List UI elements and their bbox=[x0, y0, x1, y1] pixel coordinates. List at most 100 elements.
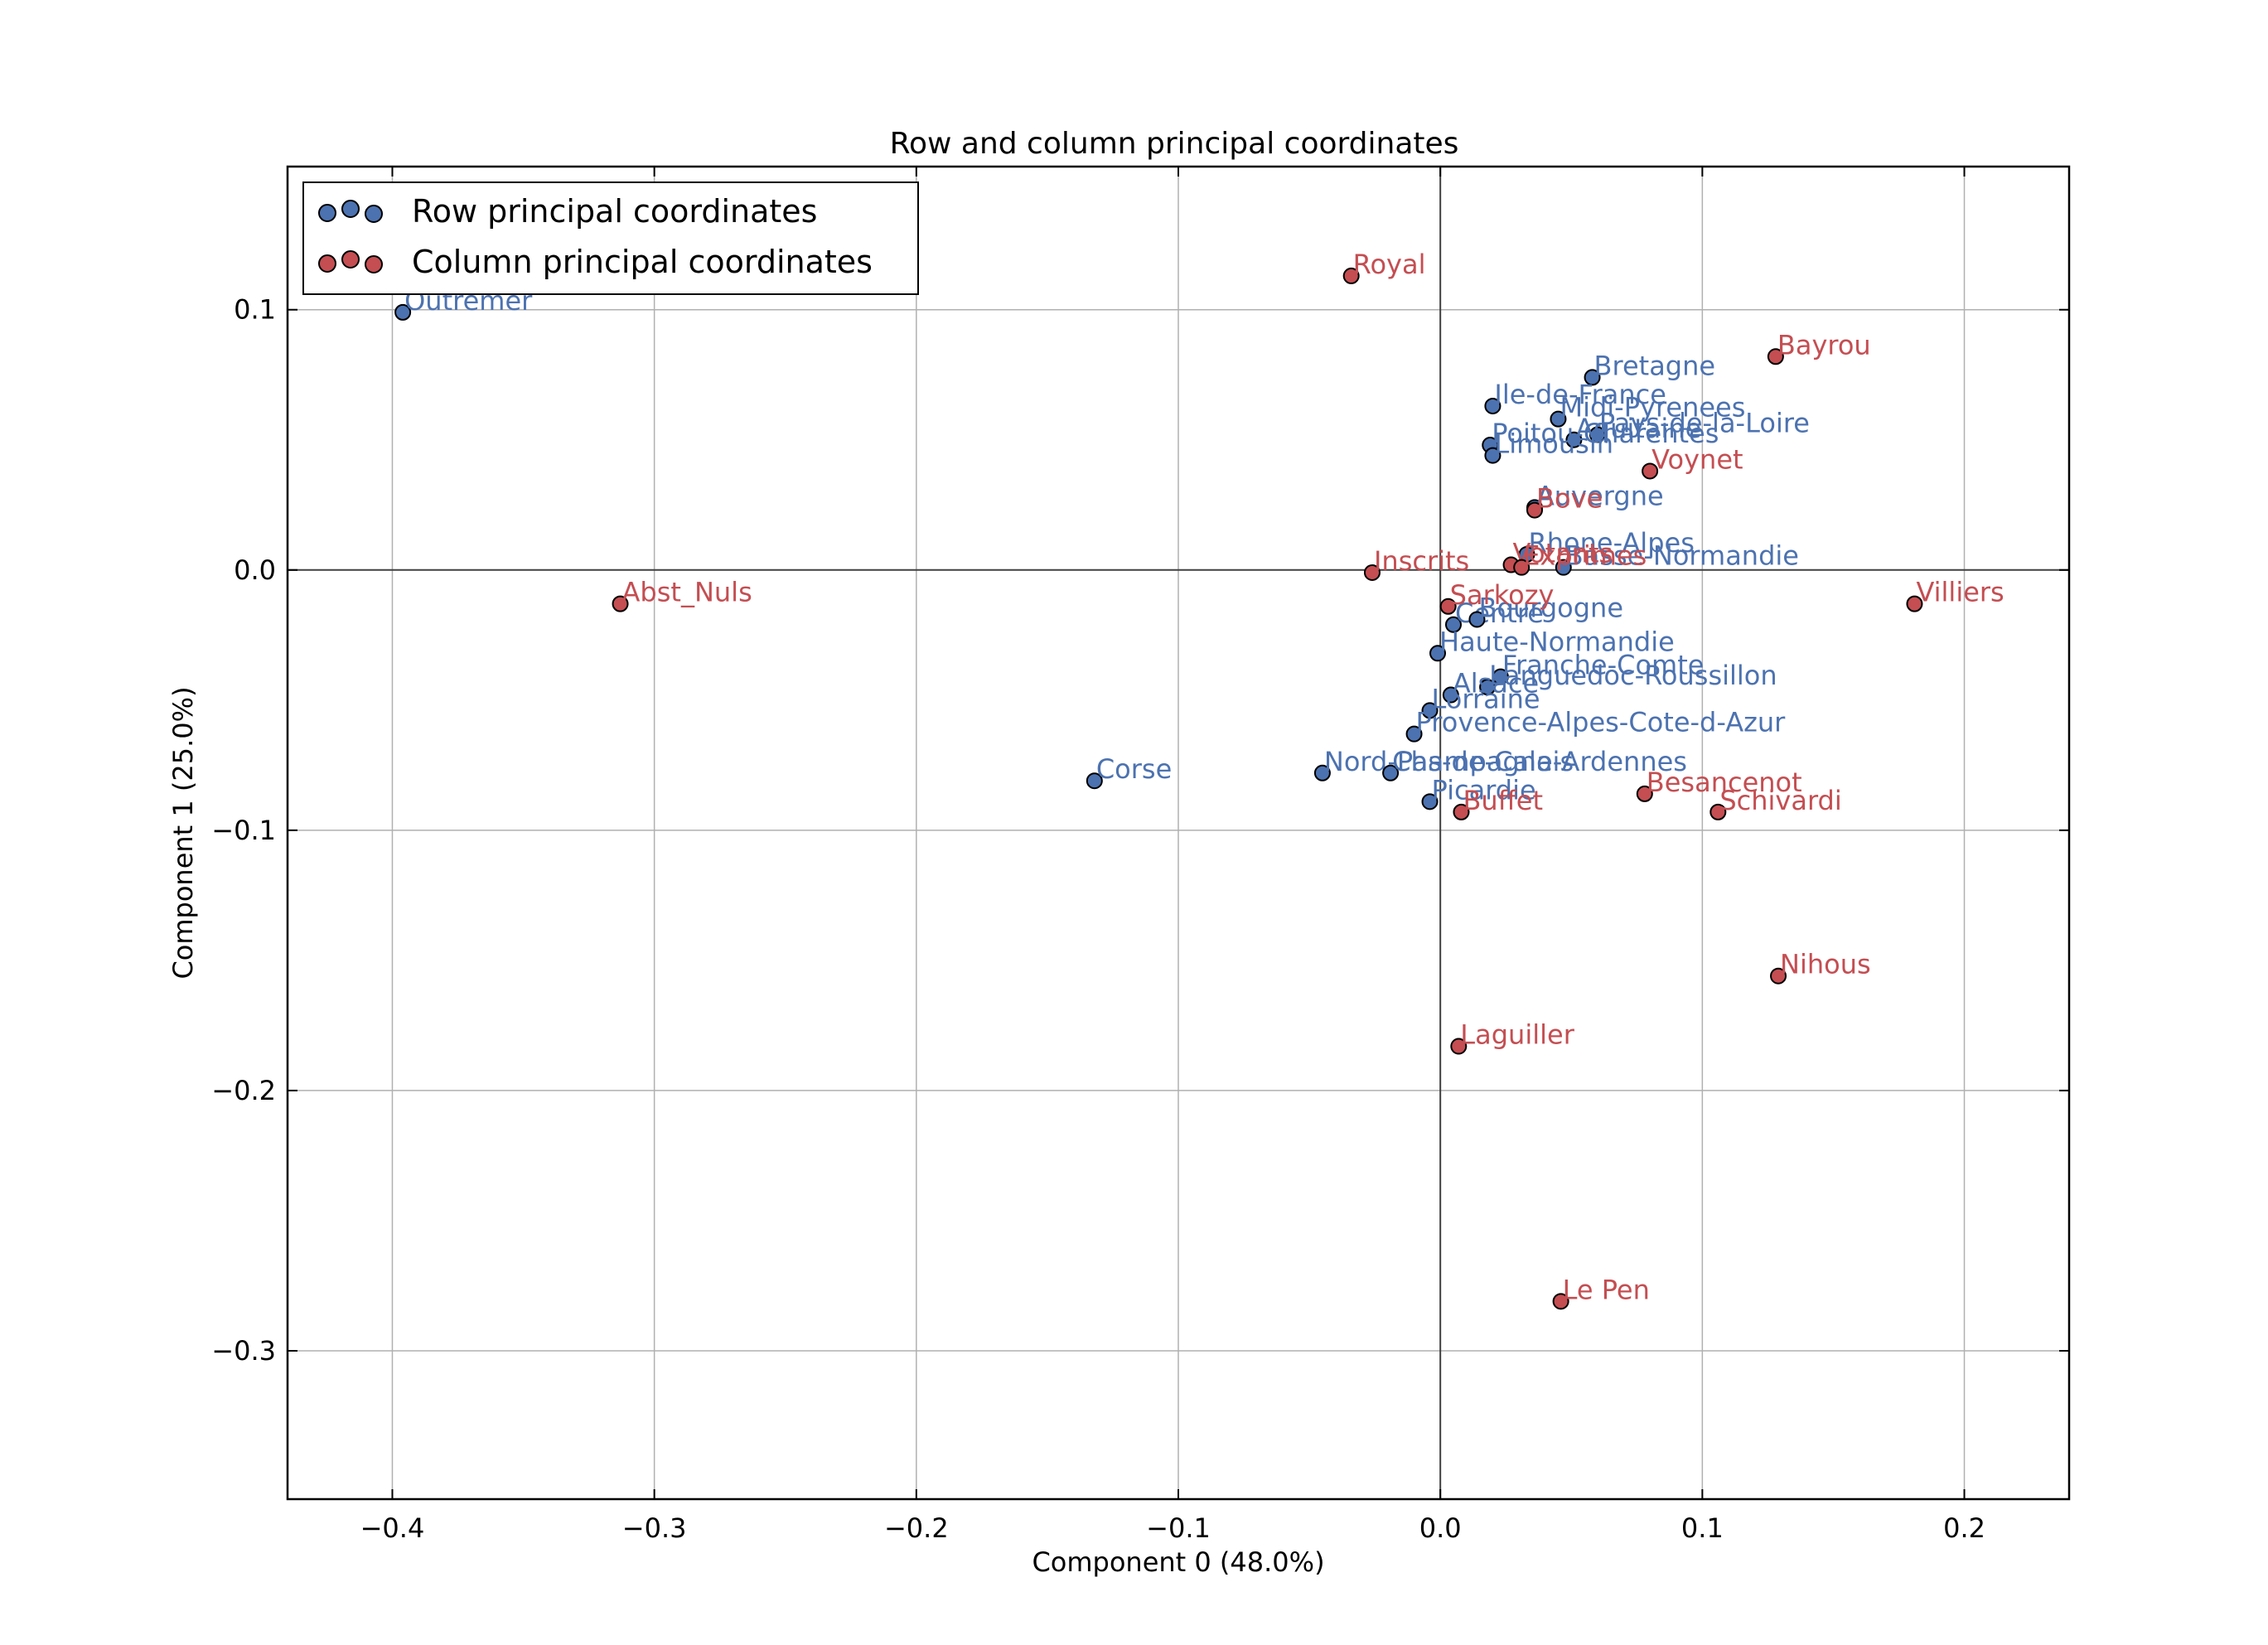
point-label: Picardie bbox=[1432, 774, 1536, 806]
point-label: Nord-Pas-de-Calais bbox=[1324, 746, 1574, 777]
y-tick-label: −0.2 bbox=[211, 1075, 276, 1106]
legend-box bbox=[302, 181, 919, 295]
row-points: OutremerCorseBretagneIle-de-FranceMidi-P… bbox=[394, 285, 1810, 810]
data-point bbox=[1484, 397, 1502, 414]
legend-label: Column principal coordinates bbox=[412, 244, 873, 280]
data-point bbox=[1770, 967, 1787, 985]
y-tick-label: −0.1 bbox=[211, 815, 276, 846]
legend-marker bbox=[365, 205, 383, 223]
chart-title: Row and column principal coordinates bbox=[890, 127, 1459, 161]
point-label: Champagne-Ardennes bbox=[1392, 746, 1687, 777]
y-tick-label: 0.0 bbox=[234, 554, 276, 586]
point-label: Buffet bbox=[1463, 785, 1543, 816]
point-label: Basse-Normandie bbox=[1565, 540, 1799, 572]
y-tick-label: −0.3 bbox=[211, 1335, 276, 1367]
point-label: Alsace bbox=[1453, 668, 1539, 699]
data-point bbox=[1450, 1038, 1468, 1055]
data-point bbox=[1405, 725, 1423, 743]
point-label: Bretagne bbox=[1594, 350, 1716, 381]
x-tick-label: 0.1 bbox=[1681, 1512, 1724, 1544]
zero-lines bbox=[288, 167, 2069, 1499]
point-label: Pays-de-la-Loire bbox=[1599, 407, 1810, 438]
point-label: Schivardi bbox=[1719, 785, 1841, 816]
point-label: Provence-Alpes-Cote-d-Azur bbox=[1416, 707, 1787, 738]
data-point bbox=[1421, 793, 1439, 810]
x-tick-label: −0.3 bbox=[622, 1512, 687, 1544]
data-point bbox=[1313, 764, 1331, 781]
data-point bbox=[1589, 426, 1606, 443]
point-label: Bayrou bbox=[1777, 329, 1871, 360]
y-axis-ticks: 0.1 0.0 −0.1 −0.2 −0.3 bbox=[211, 294, 2069, 1367]
point-label: Limousin bbox=[1494, 428, 1613, 460]
point-label: Aquitaine bbox=[1575, 413, 1701, 444]
legend-marker bbox=[341, 200, 360, 218]
point-label: Languedoc-Roussillon bbox=[1489, 660, 1777, 691]
data-point bbox=[1439, 598, 1457, 615]
point-label: Bove bbox=[1536, 483, 1603, 515]
point-label: Poitou-Charentes bbox=[1492, 418, 1719, 449]
data-point bbox=[1555, 559, 1572, 576]
point-label: Lorraine bbox=[1432, 683, 1540, 714]
data-point bbox=[1442, 686, 1459, 704]
x-axis-ticks: −0.4 −0.3 −0.2 −0.1 0.0 0.1 0.2 bbox=[360, 167, 1985, 1544]
data-point bbox=[1484, 447, 1502, 464]
data-point bbox=[1086, 772, 1103, 790]
data-point bbox=[1382, 764, 1400, 781]
legend-marker bbox=[341, 250, 360, 269]
point-label: Inscrits bbox=[1374, 545, 1469, 577]
data-point bbox=[1709, 803, 1727, 820]
data-point bbox=[1584, 369, 1601, 386]
data-point bbox=[1444, 616, 1462, 633]
legend-marker bbox=[365, 255, 383, 273]
data-point bbox=[1492, 668, 1509, 685]
point-label: Voynet bbox=[1651, 443, 1743, 475]
legend-marker bbox=[318, 254, 336, 273]
point-label: Exprimes bbox=[1523, 540, 1647, 572]
y-axis-label: Component 1 (25.0%) bbox=[167, 686, 199, 979]
data-point bbox=[1767, 348, 1784, 365]
point-label: Corse bbox=[1096, 753, 1172, 785]
data-point bbox=[1565, 431, 1583, 448]
data-point bbox=[1552, 1293, 1569, 1310]
x-tick-label: −0.4 bbox=[360, 1512, 425, 1544]
data-point bbox=[394, 303, 412, 321]
data-point bbox=[1429, 645, 1447, 662]
point-label: Auvergne bbox=[1536, 480, 1664, 511]
point-label: Rhone-Alpes bbox=[1529, 527, 1695, 559]
point-label: Bourgogne bbox=[1478, 592, 1623, 623]
x-axis-label: Component 0 (48.0%) bbox=[1032, 1546, 1324, 1578]
point-label: Besancenot bbox=[1647, 767, 1802, 798]
point-label: Abst_Nuls bbox=[622, 577, 752, 608]
data-point bbox=[1526, 501, 1543, 519]
data-points: OutremerCorseBretagneIle-de-FranceMidi-P… bbox=[394, 249, 2004, 1310]
point-label: Laguiller bbox=[1460, 1019, 1574, 1051]
point-label: Haute-Normandie bbox=[1439, 626, 1675, 657]
x-tick-label: 0.2 bbox=[1943, 1512, 1985, 1544]
point-label: Votants bbox=[1513, 538, 1613, 569]
x-tick-label: −0.2 bbox=[884, 1512, 949, 1544]
data-point bbox=[1342, 267, 1360, 284]
data-point bbox=[1363, 564, 1381, 581]
point-label: Nihous bbox=[1780, 949, 1871, 980]
y-tick-label: 0.1 bbox=[234, 294, 276, 326]
data-point bbox=[1421, 702, 1439, 719]
legend: Row principal coordinates Column principa… bbox=[302, 181, 919, 295]
x-tick-label: 0.0 bbox=[1419, 1512, 1462, 1544]
data-point bbox=[1906, 595, 1923, 612]
data-point bbox=[1513, 559, 1531, 576]
point-label: Le Pen bbox=[1563, 1274, 1650, 1305]
data-point bbox=[1479, 679, 1497, 696]
data-point bbox=[1642, 462, 1659, 480]
point-label: Ile-de-France bbox=[1494, 379, 1666, 410]
data-point bbox=[1550, 410, 1567, 428]
x-tick-label: −0.1 bbox=[1146, 1512, 1211, 1544]
point-label: Sarkozy bbox=[1450, 579, 1555, 611]
point-label: Midi-Pyrenees bbox=[1560, 392, 1745, 423]
point-label: Villiers bbox=[1916, 577, 2004, 608]
data-point bbox=[1453, 803, 1470, 820]
point-label: Franche-Comte bbox=[1502, 650, 1705, 681]
data-point bbox=[1468, 611, 1486, 628]
point-label: Royal bbox=[1353, 249, 1426, 280]
legend-label: Row principal coordinates bbox=[412, 193, 817, 230]
